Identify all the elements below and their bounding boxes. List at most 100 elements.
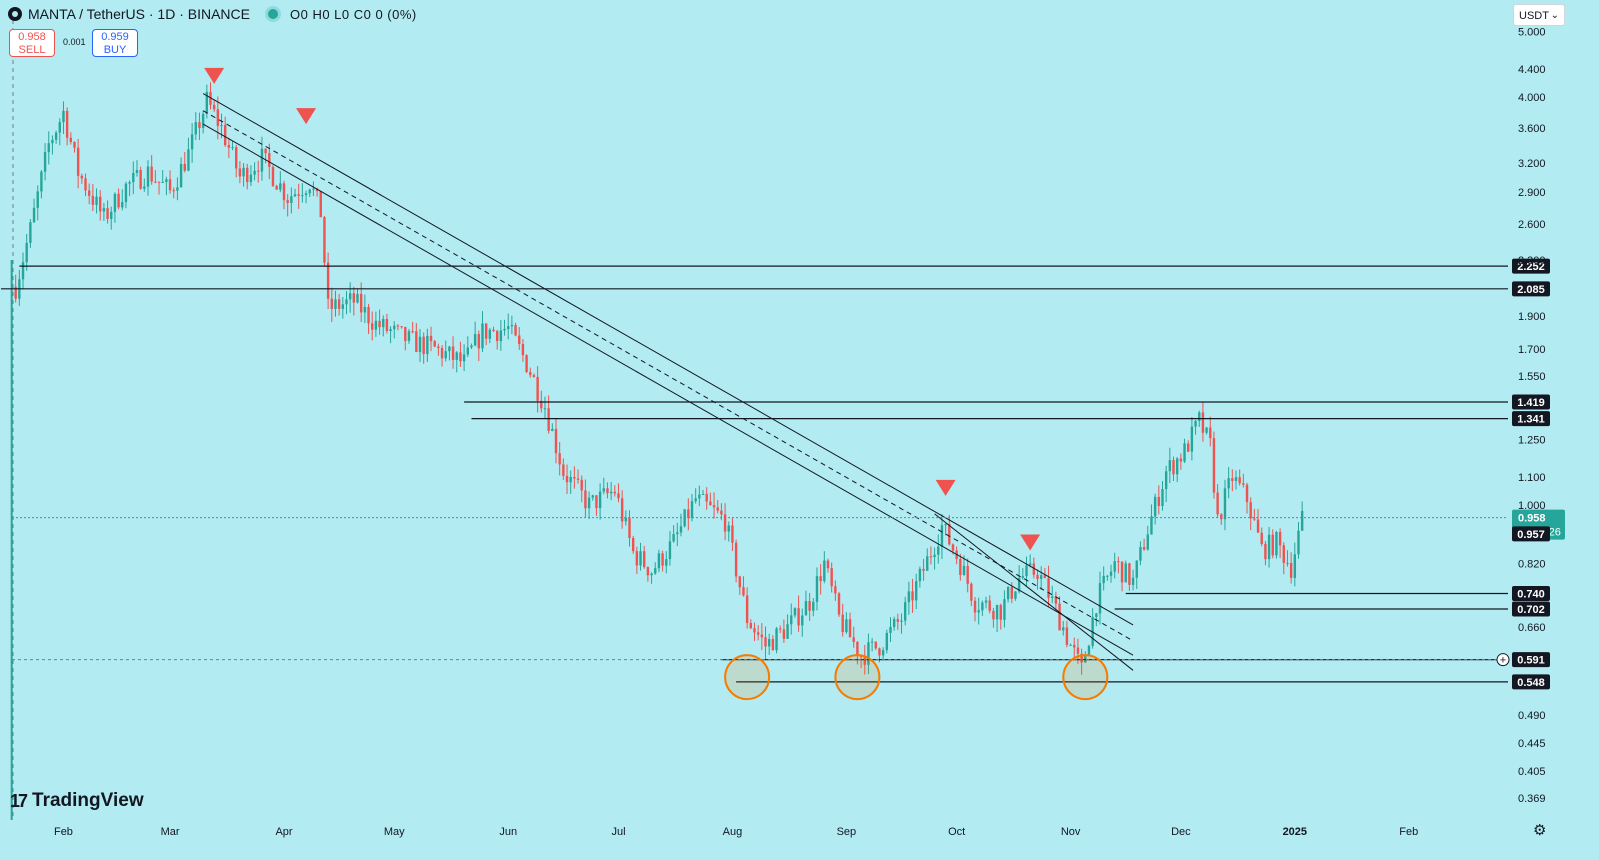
candle-body (1025, 565, 1028, 577)
sell-signal-marker (204, 67, 225, 84)
candle-body (999, 605, 1002, 620)
candle-body (150, 166, 153, 182)
candle-body (1006, 586, 1010, 600)
candle-body (845, 619, 848, 633)
candle-body (609, 491, 613, 494)
candle-body (1168, 460, 1172, 472)
candle-body (459, 352, 462, 362)
candle-body (282, 183, 286, 201)
candle-body (650, 573, 653, 576)
candle-body (334, 299, 337, 309)
candle-body (65, 110, 69, 138)
candle-body (731, 525, 734, 543)
candle-body (1227, 478, 1230, 489)
gear-icon[interactable]: ⚙ (1533, 822, 1547, 839)
x-tick-label: Aug (723, 826, 743, 838)
candle-body (812, 601, 815, 611)
candle-body (330, 298, 333, 309)
candle-body (598, 491, 602, 509)
candle-body (631, 537, 635, 552)
candle-body (1062, 627, 1065, 631)
candle-body (1139, 547, 1142, 561)
candle-body (889, 626, 892, 633)
candle-body (29, 222, 32, 243)
candle-body (1073, 644, 1076, 648)
candle-body (466, 347, 469, 355)
candle-body (326, 262, 330, 299)
chart-header: MANTA / TetherUS · 1D · BINANCE O0 H0 L0… (8, 6, 417, 22)
candle-body (1039, 575, 1043, 579)
candle-body (709, 501, 712, 506)
candle-body (1069, 644, 1072, 646)
candle-body (1253, 518, 1256, 520)
candle-body (183, 163, 186, 171)
candle-body (966, 565, 969, 584)
symbol-title[interactable]: MANTA / TetherUS · 1D · BINANCE (28, 6, 250, 22)
level-label-bg (1512, 281, 1550, 297)
buy-button[interactable]: 0.959 BUY (92, 29, 138, 57)
candle-body (54, 132, 58, 140)
candle-body (760, 634, 764, 638)
candle-body (253, 170, 256, 175)
candle-body (62, 110, 65, 123)
sell-button[interactable]: 0.958 SELL (9, 29, 55, 57)
candle-body (404, 326, 407, 341)
candle-body (352, 293, 356, 303)
candle-body (312, 188, 315, 190)
candle-body (1117, 561, 1120, 563)
level-label-bg (1512, 258, 1550, 274)
candle-body (124, 183, 128, 203)
candle-body (80, 175, 84, 179)
candle-body (415, 331, 418, 352)
candle-body (1051, 596, 1054, 598)
level-label: 1.419 (1517, 397, 1545, 409)
candle-body (819, 576, 822, 582)
y-tick-label: 2.300 (1518, 255, 1546, 267)
candle-body (690, 501, 694, 519)
candle-body (841, 614, 844, 633)
candle-body (767, 639, 771, 647)
candle-body (1271, 534, 1274, 556)
y-tick-label: 3.200 (1518, 158, 1546, 170)
candle-body (863, 656, 866, 665)
candle-body (385, 318, 389, 332)
candle-body (209, 91, 212, 105)
x-tick-label: Jun (499, 826, 517, 838)
candle-body (507, 326, 510, 330)
candle-body (503, 329, 506, 331)
candle-body (14, 286, 17, 299)
candle-body (132, 172, 135, 183)
candle-body (786, 624, 789, 639)
x-tick-label: Mar (161, 826, 180, 838)
candle-body (1032, 563, 1036, 575)
sell-label: SELL (18, 44, 46, 56)
y-tick-label: 4.400 (1518, 64, 1546, 76)
candle-body (128, 182, 131, 184)
candle-body (620, 498, 624, 522)
candle-body (1223, 488, 1227, 520)
currency-select[interactable]: USDT ⌄ (1513, 4, 1565, 26)
candle-body (940, 525, 944, 547)
ohlc-readout: O0 H0 L0 C0 0 (0%) (289, 6, 417, 22)
candle-body (242, 167, 245, 177)
candle-body (1124, 563, 1127, 583)
candle-body (602, 488, 605, 492)
candle-body (190, 134, 194, 150)
candle-body (378, 320, 381, 328)
candle-body (705, 493, 708, 502)
y-tick-label: 0.490 (1518, 710, 1546, 722)
buy-label: BUY (103, 44, 127, 56)
candle-body (1028, 563, 1032, 566)
candle-body (665, 559, 668, 566)
candle-body (1065, 627, 1069, 645)
candle-body (1172, 460, 1175, 475)
candle-body (918, 568, 922, 582)
candle-body (301, 195, 304, 197)
candle-body (293, 194, 297, 197)
candle-body (455, 352, 458, 360)
candle-body (400, 326, 403, 328)
candle-body (499, 330, 503, 342)
x-tick-label: Feb (54, 826, 73, 838)
candle-body (32, 207, 36, 223)
